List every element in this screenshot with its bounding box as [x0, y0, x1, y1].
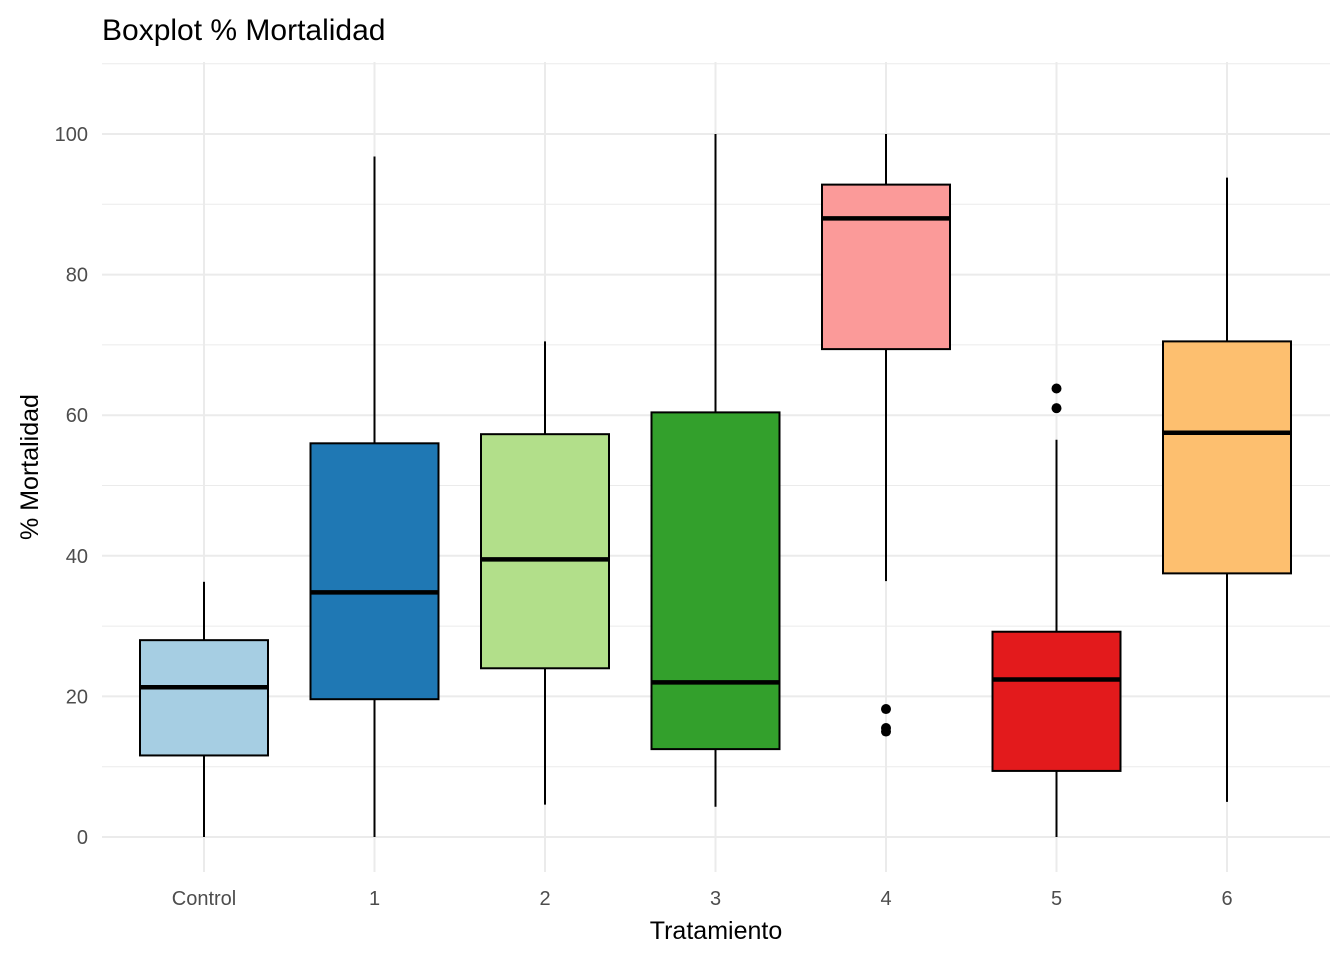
outlier-point: [881, 704, 891, 715]
y-tick-label: 20: [66, 686, 88, 708]
x-tick-label: 6: [1221, 888, 1232, 910]
y-axis-ticks: 0 20 40 60 80 100: [55, 124, 88, 849]
outlier-point: [1051, 403, 1062, 414]
y-tick-label: 40: [66, 546, 88, 568]
boxes: [139, 134, 1292, 837]
chart-title: Boxplot % Mortalidad: [102, 14, 385, 47]
box-3: [650, 134, 781, 807]
x-tick-label: Control: [172, 888, 236, 910]
y-tick-label: 100: [55, 124, 88, 146]
box-2: [480, 341, 610, 805]
x-tick-label: 2: [539, 888, 550, 910]
box-rect: [139, 639, 269, 757]
box-rect: [309, 442, 440, 701]
box-rect: [821, 183, 951, 351]
outlier-point: [881, 726, 891, 737]
box-4: [821, 134, 951, 737]
box-rect: [991, 630, 1122, 772]
y-axis-title: % Mortalidad: [16, 394, 44, 540]
x-axis-ticks: Control 1 2 3 4 5 6: [172, 888, 1233, 910]
y-tick-label: 0: [77, 827, 88, 849]
box-6: [1162, 177, 1292, 802]
x-tick-label: 1: [369, 888, 380, 910]
y-tick-label: 60: [66, 405, 88, 427]
box-5: [991, 383, 1122, 837]
box-rect: [1162, 340, 1292, 575]
x-tick-label: 4: [880, 888, 891, 910]
box-rect: [480, 433, 610, 670]
box-rect: [650, 411, 781, 751]
x-tick-label: 3: [710, 888, 721, 910]
box-1: [309, 156, 440, 837]
outlier-point: [1051, 383, 1062, 394]
x-axis-title: Tratamiento: [650, 917, 782, 945]
y-tick-label: 80: [66, 265, 88, 287]
box-control: [139, 581, 269, 837]
x-tick-label: 5: [1051, 888, 1062, 910]
